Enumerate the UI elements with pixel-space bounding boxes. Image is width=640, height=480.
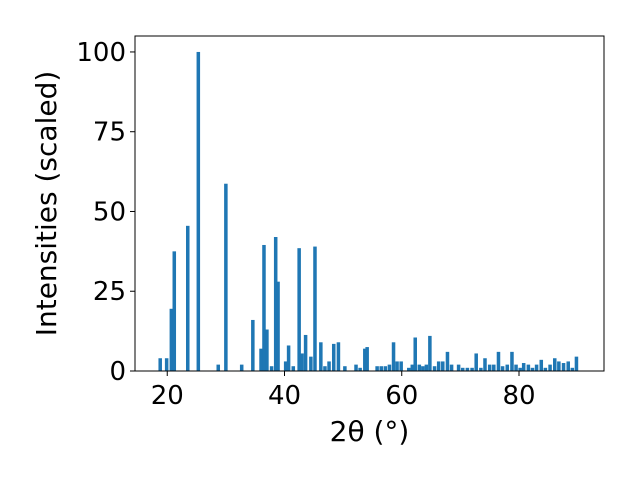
bar xyxy=(421,366,425,371)
bar xyxy=(172,251,177,371)
bar xyxy=(239,364,244,371)
bar xyxy=(417,364,422,371)
bar xyxy=(407,367,411,371)
y-tick-label: 50 xyxy=(93,197,126,227)
bar xyxy=(441,361,445,371)
x-axis-ticks: 20 40 60 80 xyxy=(151,371,536,411)
bar xyxy=(539,359,544,371)
bar xyxy=(449,364,454,371)
bar xyxy=(196,51,201,371)
bar xyxy=(570,367,575,371)
bar xyxy=(313,246,317,371)
y-tick-label: 100 xyxy=(76,38,126,68)
bar xyxy=(510,351,514,371)
bar xyxy=(375,366,379,371)
bar xyxy=(283,361,288,371)
bar xyxy=(336,342,341,371)
bar xyxy=(158,358,162,371)
bar xyxy=(216,364,221,371)
x-tick-label: 60 xyxy=(385,381,418,411)
bar xyxy=(164,358,169,371)
bar xyxy=(561,363,566,371)
bar xyxy=(474,353,478,371)
bar xyxy=(456,364,461,371)
bar xyxy=(428,335,432,371)
bar xyxy=(465,367,470,371)
bar xyxy=(566,361,570,371)
bar xyxy=(300,353,304,371)
bar xyxy=(343,366,347,371)
bar xyxy=(436,361,441,371)
plot-frame xyxy=(134,35,605,372)
bar xyxy=(548,364,552,371)
bar xyxy=(413,337,417,371)
bar xyxy=(500,366,505,371)
bar xyxy=(460,367,465,371)
bar xyxy=(262,244,266,371)
x-tick-label: 80 xyxy=(502,381,535,411)
bar xyxy=(470,367,474,371)
bar xyxy=(331,343,336,371)
bar xyxy=(518,367,522,371)
bar xyxy=(534,364,539,371)
bar xyxy=(383,366,388,371)
bar xyxy=(303,334,308,371)
bar xyxy=(265,329,269,371)
y-tick-label: 75 xyxy=(93,118,126,148)
bar xyxy=(526,364,531,371)
bar xyxy=(487,364,492,371)
bar xyxy=(363,348,367,371)
bar xyxy=(432,366,437,371)
bar xyxy=(327,361,331,371)
bar xyxy=(505,364,510,371)
bar xyxy=(276,281,280,371)
bar xyxy=(395,361,399,371)
bar xyxy=(309,356,313,371)
bar xyxy=(291,366,296,371)
bar xyxy=(297,248,301,371)
x-tick-label: 20 xyxy=(151,381,184,411)
bar xyxy=(186,225,190,371)
bar xyxy=(496,351,501,371)
bar xyxy=(354,364,358,371)
bar xyxy=(479,367,483,371)
bar xyxy=(483,358,487,371)
x-tick-label: 40 xyxy=(268,381,301,411)
bar xyxy=(445,351,450,371)
bar xyxy=(269,366,274,371)
y-axis-label: Intensities (scaled) xyxy=(30,71,63,337)
y-axis-ticks: 0 25 50 75 100 xyxy=(76,38,135,387)
bar xyxy=(530,367,535,371)
bars-group xyxy=(158,51,579,371)
bar xyxy=(358,367,362,371)
bar xyxy=(224,183,228,371)
bar xyxy=(391,342,396,371)
x-axis-label: 2θ (°) xyxy=(330,415,410,448)
bar xyxy=(323,366,327,371)
bar xyxy=(251,319,255,371)
y-tick-label: 25 xyxy=(93,277,126,307)
bar xyxy=(379,366,383,371)
bar xyxy=(410,364,415,371)
bar xyxy=(514,364,518,371)
bar xyxy=(553,358,557,371)
bar xyxy=(319,342,323,371)
y-tick-label: 0 xyxy=(109,357,126,387)
bar xyxy=(521,363,526,371)
bar xyxy=(286,345,291,371)
bar xyxy=(387,364,392,371)
bar xyxy=(365,347,369,371)
bar xyxy=(424,364,429,371)
bar xyxy=(557,361,561,371)
bar xyxy=(399,361,403,371)
bar xyxy=(273,237,278,371)
bar xyxy=(543,367,548,371)
bar xyxy=(259,348,263,371)
bar xyxy=(492,364,496,371)
bar xyxy=(574,356,579,371)
bar xyxy=(169,308,174,371)
